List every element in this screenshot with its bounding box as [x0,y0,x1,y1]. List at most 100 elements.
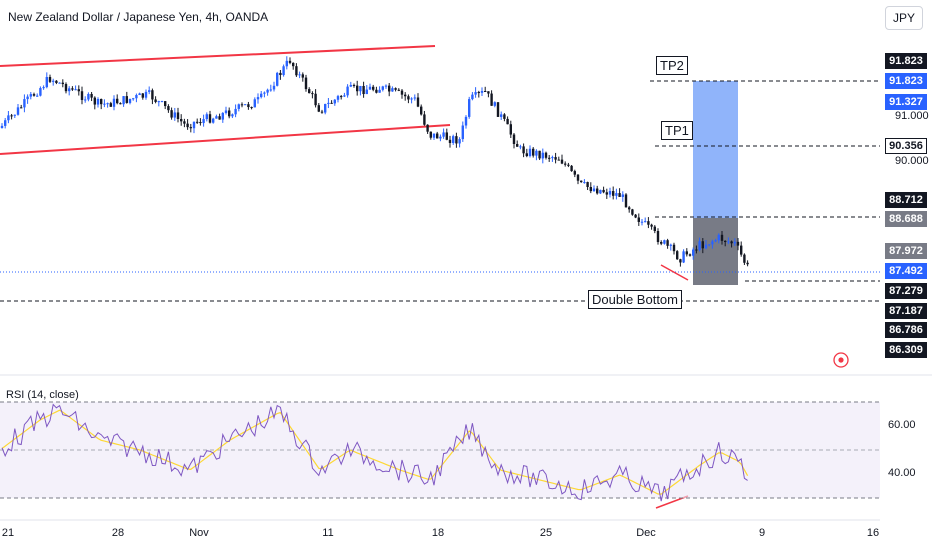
candle-body [650,224,653,227]
candle-body [682,251,685,263]
candle-body [189,127,192,129]
date-label: Dec [636,527,656,539]
candle-body [125,96,128,103]
candle-body [557,159,560,161]
candle-body [68,88,71,92]
candle-body [292,62,295,67]
candle-body [423,114,426,125]
candle-body [736,241,740,246]
candle-body [157,101,160,103]
rsi-level-label: 40.00 [888,467,916,479]
price-tag: 87.492 [885,263,927,279]
candle-body [692,249,695,256]
channel-upper-line[interactable] [0,45,436,67]
candle-body [266,89,269,93]
candle-body [13,114,16,116]
candle-body [32,94,36,96]
candle-body [298,74,301,76]
candle-body [116,98,119,104]
candle-body [192,121,196,129]
candle-body [730,241,733,244]
tp1-label[interactable]: TP1 [661,121,693,140]
candle-body [160,101,164,103]
candle-body [375,89,378,93]
candle-body [93,97,96,105]
candle-body [135,95,138,99]
candle-body [608,191,612,195]
candle-body [714,240,717,242]
candle-body [170,110,173,118]
candle-body [695,249,698,251]
candle-body [276,72,279,86]
candle-body [394,88,397,90]
date-label: Nov [189,527,209,539]
date-label: 9 [758,527,766,539]
candle-body [602,189,605,193]
candle-body [618,193,621,197]
candle-body [733,241,736,244]
price-axis-label: 90.000 [895,155,929,167]
candle-body [151,90,154,100]
candle-body [128,98,132,103]
candle-body [400,90,404,95]
candle-body [612,191,615,196]
symbol-title: New Zealand Dollar / Japanese Yen, 4h, O… [8,10,269,24]
price-tag: 91.327 [885,94,927,110]
target-icon[interactable] [833,352,849,368]
double-bottom-label[interactable]: Double Bottom [588,290,682,309]
candle-body [442,132,445,137]
candle-body [288,60,292,63]
currency-button[interactable]: JPY [885,6,923,30]
rsi-ma-line [1,409,749,495]
candle-body [711,241,714,245]
candle-body [688,254,692,256]
candle-body [445,132,448,140]
candle-body [685,251,688,255]
entry-zone [693,218,738,285]
candle-body [212,118,215,123]
candle-body [260,93,263,98]
candle-body [701,241,704,249]
candle-body [416,97,420,107]
candle-body [330,102,333,104]
candle-body [36,95,39,97]
candle-body [743,254,746,263]
candle-body [410,98,413,100]
channel-lower-line[interactable] [0,124,451,155]
tp2-label[interactable]: TP2 [656,56,688,75]
date-label: 25 [539,527,553,539]
candle-body [87,93,90,100]
candle-body [20,107,23,109]
candle-body [7,115,10,121]
candle-body [77,89,80,92]
candle-body [503,114,506,119]
candle-body [516,143,519,147]
rsi-line [1,403,748,502]
candle-body [644,221,647,223]
price-tag: 88.688 [885,211,927,227]
candle-body [320,111,324,113]
rsi-title[interactable]: RSI (14, close) [6,389,79,401]
candle-body [570,165,573,172]
candle-body [365,89,368,95]
price-tag: 87.187 [885,303,927,319]
candle-body [631,209,634,215]
candle-body [740,245,743,255]
candle-body [592,188,596,192]
candle-body [484,91,487,93]
candle-body [628,207,631,210]
candle-body [567,164,570,166]
price-tag: 87.972 [885,243,927,259]
candle-body [624,194,628,208]
candle-body [167,106,170,111]
candle-body [455,136,458,144]
candle-body [407,96,410,100]
candle-body [58,82,61,84]
candle-body [317,105,320,112]
candle-body [327,102,330,104]
candle-body [660,242,663,244]
double-bottom-trendline[interactable] [660,264,689,281]
candle-body [368,86,372,90]
candle-body [528,148,532,157]
